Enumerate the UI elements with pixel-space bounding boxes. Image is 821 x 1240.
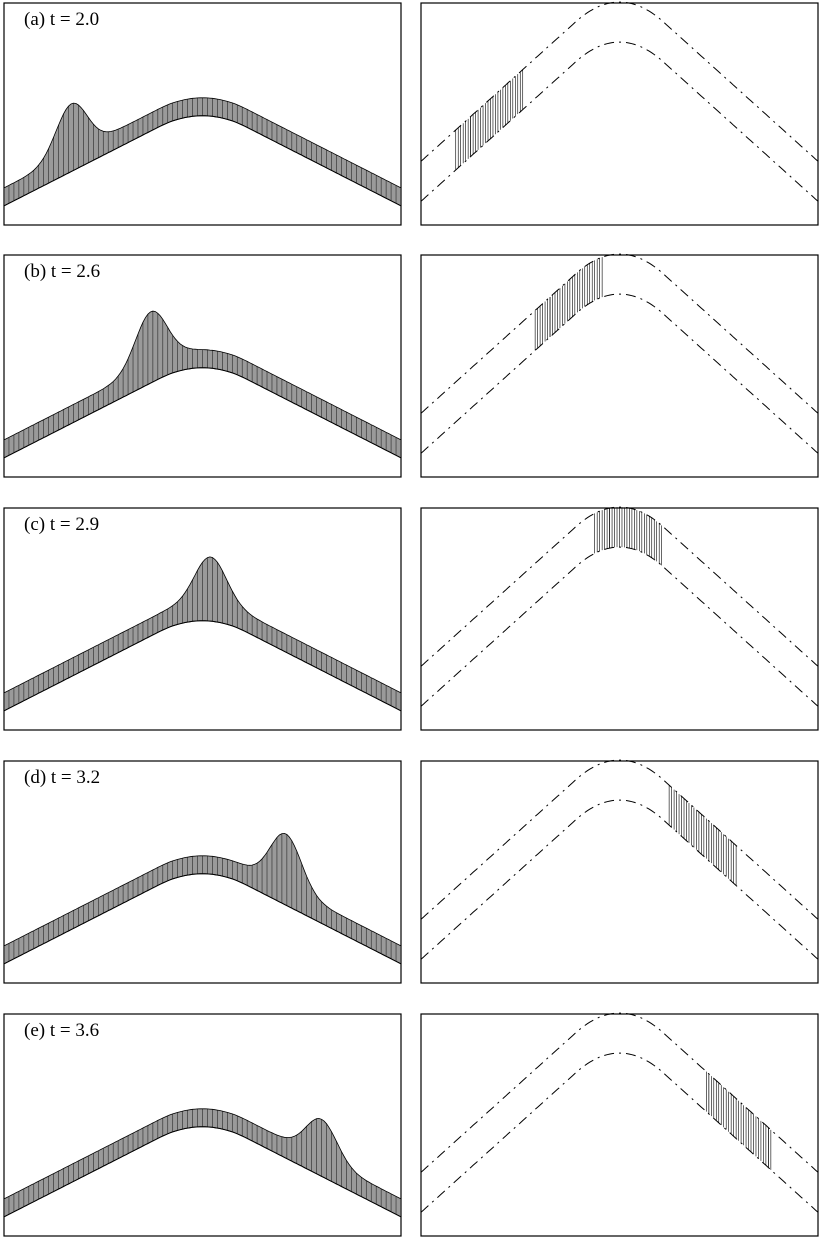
wave-surface-panel-c: (c) t = 2.9 [3,507,402,731]
contour-panel-b [420,253,819,478]
panel-label: (b) t = 2.6 [24,261,100,282]
bed-curve [3,367,402,459]
channel-inner-bank [420,1052,819,1213]
contour-panel-a [420,1,819,226]
bed-curve [3,1126,402,1218]
surface-mesh [3,1108,402,1217]
contour-panel-e [420,1012,819,1237]
channel-inner-bank [420,41,819,202]
contour-panel-c [420,506,819,731]
panel-frame [420,254,819,478]
channel-outer-bank [420,1,819,162]
panel-frame [420,2,819,226]
channel-inner-bank [420,293,819,454]
bed-curve [3,620,402,712]
contour-lines [706,1071,772,1170]
panel-label: (a) t = 2.0 [24,9,99,30]
figure-row-d: (d) t = 3.2 [3,759,819,984]
contour-lines [534,257,603,351]
contour-lines [455,69,524,171]
surface-mesh [3,833,402,964]
figure-row-a: (a) t = 2.0 [3,1,819,226]
surface-mesh [3,311,402,458]
wave-surface-panel-a: (a) t = 2.0 [3,2,402,226]
channel-outer-bank [420,1012,819,1173]
surface-mesh [3,557,402,711]
figure-row-b: (b) t = 2.6 [3,253,819,478]
figure-row-e: (e) t = 3.6 [3,1012,819,1237]
wave-surface-panel-d: (d) t = 3.2 [3,760,402,984]
panel-frame [420,760,819,984]
wave-surface-panel-e: (e) t = 3.6 [3,1013,402,1237]
contour-panel-d [420,759,819,984]
panel-label: (c) t = 2.9 [24,514,99,535]
panel-frame [420,1013,819,1237]
panel-label: (e) t = 3.6 [24,1020,99,1041]
channel-outer-bank [420,253,819,414]
channel-outer-bank [420,759,819,920]
contour-lines [668,785,737,886]
figure-row-c: (c) t = 2.9 [3,506,819,731]
panel-label: (d) t = 3.2 [24,767,100,788]
bed-curve [3,115,402,207]
surface-mesh [3,97,402,206]
contour-lines [594,507,662,566]
channel-inner-bank [420,546,819,707]
wave-surface-panel-b: (b) t = 2.6 [3,254,402,478]
bed-curve [3,873,402,965]
channel-inner-bank [420,799,819,960]
